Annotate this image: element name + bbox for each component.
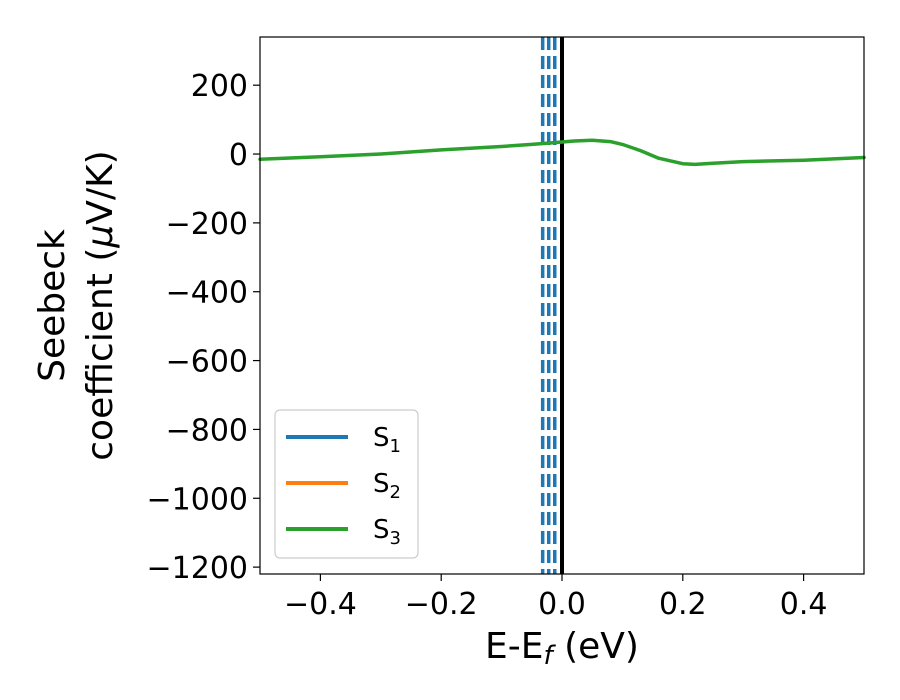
x-tick-label: 0.0 [538, 587, 586, 622]
y-tick-label: −400 [166, 276, 248, 311]
y-tick-label: −800 [166, 413, 248, 448]
series-lines [258, 138, 866, 167]
x-tick-label: 0.4 [780, 587, 828, 622]
x-tick-label: −0.4 [284, 587, 357, 622]
series-line-s3 [258, 138, 866, 167]
y-axis-label-unit: V/K) [80, 150, 121, 224]
y-tick-label: −600 [166, 345, 248, 380]
legend-label-subscript: 1 [390, 436, 401, 457]
legend-label-name: S [373, 515, 390, 545]
legend-label-subscript: 3 [390, 528, 401, 549]
y-axis-label-mu: μ [80, 225, 121, 249]
y-axis-label-line1: Seebeck [32, 229, 73, 382]
x-axis-label: E-Ef (eV) [485, 626, 639, 671]
y-tick-label: −200 [166, 207, 248, 242]
legend-label-s3: S3 [373, 515, 401, 549]
x-axis-ticks: −0.4 −0.2 0.0 0.2 0.4 [284, 574, 827, 622]
y-tick-label: −1200 [147, 551, 248, 586]
y-axis-ticks: 200 0 −200 −400 −600 −800 −1000 −1200 [147, 69, 260, 586]
legend-label-subscript: 2 [390, 482, 401, 503]
legend-label-s1: S1 [373, 423, 401, 457]
x-tick-label: −0.2 [405, 587, 478, 622]
x-axis-label-suffix: (eV) [553, 626, 639, 667]
y-tick-label: 0 [229, 138, 248, 173]
vertical-lines [540, 37, 564, 574]
legend-label-name: S [373, 423, 390, 453]
legend-label-name: S [373, 469, 390, 499]
y-tick-label: −1000 [147, 482, 248, 517]
y-tick-label: 200 [191, 69, 248, 104]
y-axis-label-line2: coefficient (μV/K) [80, 150, 121, 460]
x-tick-label: 0.2 [659, 587, 707, 622]
legend-label-s2: S2 [373, 469, 401, 503]
x-axis-label-base: E-E [485, 626, 543, 667]
y-axis-label-text: coefficient ( [80, 248, 121, 461]
